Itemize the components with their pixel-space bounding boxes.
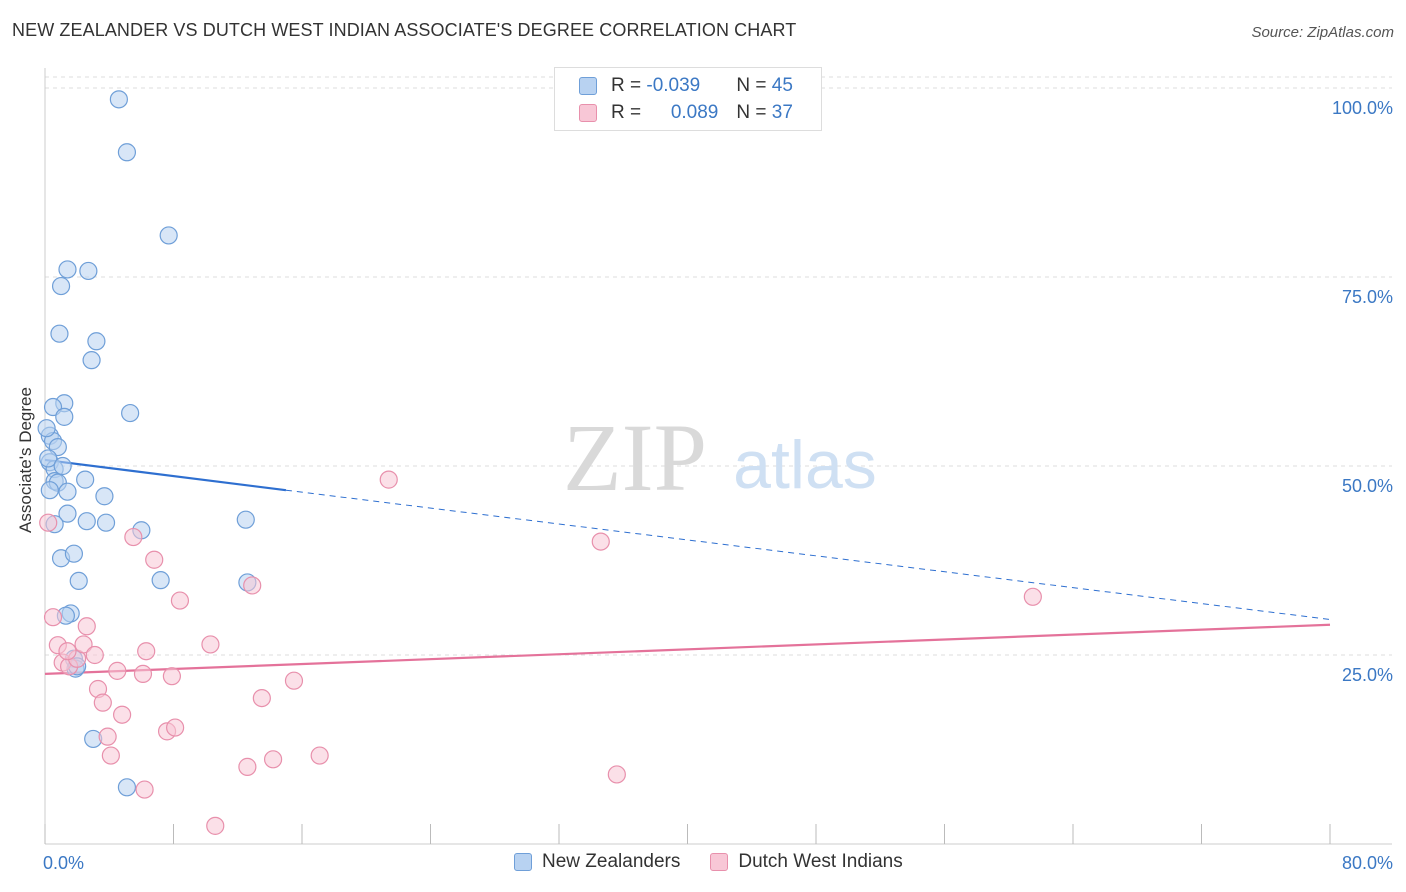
series-label-dutch-west-indians: Dutch West Indians: [738, 851, 903, 872]
y-tick-label: 50.0%: [1342, 476, 1393, 496]
point-dutch-west-indians: [238, 757, 257, 776]
point-new-zealanders: [151, 571, 170, 590]
point-dutch-west-indians: [206, 816, 225, 835]
point-new-zealanders: [109, 90, 128, 109]
source-label: Source: ZipAtlas.com: [1251, 24, 1394, 41]
watermark-atlas: atlas: [733, 427, 877, 503]
point-new-zealanders: [82, 351, 101, 370]
point-new-zealanders: [64, 544, 84, 563]
point-new-zealanders: [40, 481, 59, 500]
trend-layer: [44, 458, 1331, 675]
point-new-zealanders: [87, 332, 106, 351]
chart-title: NEW ZEALANDER VS DUTCH WEST INDIAN ASSOC…: [12, 20, 797, 40]
point-new-zealanders: [58, 482, 77, 501]
point-dutch-west-indians: [166, 718, 185, 737]
point-dutch-west-indians: [201, 635, 220, 654]
legend-r-label: R =: [611, 75, 647, 96]
point-dutch-west-indians: [133, 664, 153, 684]
point-dutch-west-indians: [263, 750, 283, 769]
point-dutch-west-indians: [74, 635, 93, 654]
point-dutch-west-indians: [145, 550, 164, 569]
legend-row-new-zealanders: R = -0.039 N = 45: [579, 74, 793, 98]
stats-legend: R = -0.039 N = 45 R = 0.089 N = 37: [554, 67, 822, 131]
point-new-zealanders: [77, 512, 96, 531]
point-new-zealanders: [69, 571, 88, 591]
trend-line-dutch-west-indians: [44, 623, 1331, 675]
point-dutch-west-indians: [39, 513, 58, 532]
point-dutch-west-indians: [77, 617, 96, 636]
point-new-zealanders: [37, 419, 56, 438]
legend-n-label: N =: [736, 102, 772, 123]
y-tick-label: 25.0%: [1342, 665, 1393, 685]
legend-n-value: 37: [771, 102, 793, 123]
point-dutch-west-indians: [85, 645, 104, 665]
point-new-zealanders: [79, 261, 98, 281]
point-new-zealanders: [51, 276, 71, 296]
series-legend-dutch-west-indians: Dutch West Indians: [710, 851, 903, 873]
point-new-zealanders: [55, 407, 74, 426]
series-swatch-blue: [514, 853, 532, 871]
point-dutch-west-indians: [43, 608, 63, 627]
point-dutch-west-indians: [108, 661, 127, 680]
points-layer: [37, 90, 1042, 835]
point-new-zealanders: [50, 324, 69, 343]
point-new-zealanders: [121, 403, 140, 423]
series-legend-new-zealanders: New Zealanders: [514, 851, 680, 873]
point-dutch-west-indians: [93, 693, 112, 712]
series-swatch-pink: [710, 853, 729, 871]
series-label-new-zealanders: New Zealanders: [542, 851, 681, 872]
trend-line-new-zealanders-extension: [285, 489, 1331, 620]
x-tick-label-end: 80.0%: [1342, 853, 1393, 873]
point-dutch-west-indians: [170, 591, 190, 610]
y-tick-label: 100.0%: [1332, 98, 1393, 118]
legend-r-value: 0.089: [670, 102, 719, 123]
legend-r-label: R =: [611, 102, 647, 123]
point-new-zealanders: [58, 504, 77, 523]
point-new-zealanders: [76, 470, 95, 489]
legend-swatch-blue: [579, 77, 597, 95]
point-dutch-west-indians: [135, 780, 154, 799]
watermark: ZIP atlas: [563, 404, 877, 511]
legend-swatch-pink: [579, 104, 597, 122]
point-new-zealanders: [159, 226, 178, 245]
grid-layer: [45, 76, 1392, 656]
axes-layer: 25.0% 50.0% 75.0% 100.0% 0.0% 80.0%: [43, 68, 1393, 873]
point-dutch-west-indians: [98, 727, 117, 746]
legend-n-label: N =: [736, 75, 772, 96]
point-dutch-west-indians: [124, 527, 143, 547]
point-dutch-west-indians: [162, 667, 181, 686]
point-new-zealanders: [58, 260, 77, 279]
legend-n-value: 45: [771, 75, 793, 96]
y-tick-label: 75.0%: [1342, 287, 1393, 307]
point-new-zealanders: [53, 456, 72, 476]
point-new-zealanders: [117, 143, 137, 162]
point-dutch-west-indians: [101, 746, 120, 765]
point-new-zealanders: [95, 487, 114, 506]
point-dutch-west-indians: [607, 765, 626, 784]
legend-row-dutch-west-indians: R = 0.089 N = 37: [579, 101, 793, 125]
point-new-zealanders: [96, 513, 116, 532]
point-dutch-west-indians: [310, 746, 329, 765]
point-new-zealanders: [117, 778, 137, 797]
watermark-zip: ZIP: [563, 404, 707, 511]
point-new-zealanders: [39, 449, 58, 468]
x-tick-label-start: 0.0%: [43, 853, 84, 873]
point-dutch-west-indians: [112, 705, 132, 724]
legend-r-value: -0.039: [646, 75, 701, 96]
series-legend: New Zealanders Dutch West Indians: [514, 851, 933, 873]
point-dutch-west-indians: [379, 470, 398, 489]
point-dutch-west-indians: [1023, 587, 1042, 606]
trend-line-new-zealanders: [44, 458, 287, 492]
point-dutch-west-indians: [591, 532, 610, 551]
point-dutch-west-indians: [243, 576, 262, 595]
point-dutch-west-indians: [58, 642, 77, 661]
point-dutch-west-indians: [284, 671, 304, 690]
point-dutch-west-indians: [137, 642, 156, 661]
point-dutch-west-indians: [252, 688, 271, 708]
point-new-zealanders: [236, 510, 255, 529]
